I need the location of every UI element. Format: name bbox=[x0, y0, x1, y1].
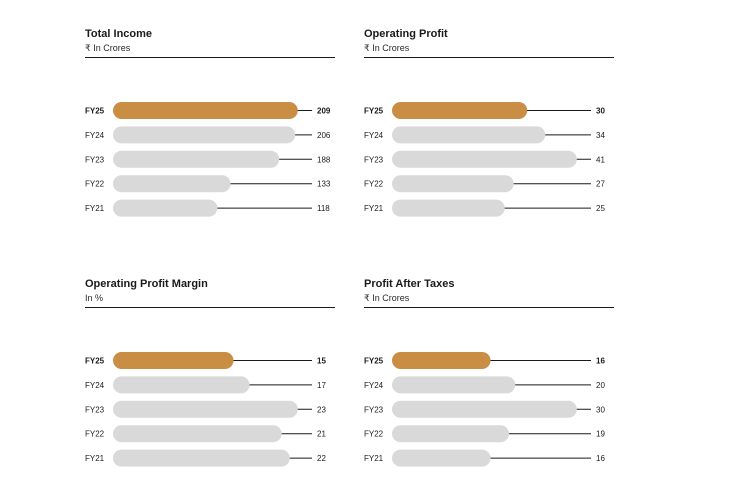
chart-subtitle: ₹ In Crores bbox=[85, 43, 131, 53]
chart-panel-operating-profit: Operating Profit ₹ In Crores FY25 30 FY24 3… bbox=[364, 28, 616, 217]
bar bbox=[392, 175, 514, 193]
data-label: 206 bbox=[317, 131, 331, 140]
bar-chart: FY25 16 FY24 20 FY23 30 FY22 19 FY21 16 bbox=[364, 352, 605, 467]
bar bbox=[113, 150, 280, 168]
chart-title: Profit After Taxes bbox=[364, 278, 455, 290]
chart-subtitle: ₹ In Crores bbox=[364, 293, 410, 303]
data-label: 16 bbox=[596, 357, 605, 366]
bar bbox=[392, 449, 491, 467]
category-label: FY24 bbox=[364, 131, 384, 140]
chart-title: Operating Profit bbox=[364, 28, 448, 40]
bar bbox=[113, 425, 282, 443]
bar bbox=[392, 199, 505, 217]
data-label: 15 bbox=[317, 357, 326, 366]
title-divider bbox=[364, 57, 614, 58]
bar bbox=[392, 425, 510, 443]
chart-panel-operating-profit-margin: Operating Profit Margin In % FY25 15 FY24 1… bbox=[85, 278, 337, 467]
data-label: 209 bbox=[317, 107, 331, 116]
data-label: 16 bbox=[596, 454, 605, 463]
title-divider bbox=[364, 307, 614, 308]
category-label: FY23 bbox=[85, 155, 105, 164]
category-label: FY24 bbox=[364, 381, 384, 390]
bar bbox=[392, 150, 577, 168]
bar-chart: FY25 209 FY24 206 FY23 188 FY22 133 FY21 118 bbox=[85, 102, 331, 217]
data-label: 19 bbox=[596, 430, 605, 439]
category-label: FY24 bbox=[85, 381, 105, 390]
category-label: FY25 bbox=[85, 107, 105, 116]
data-label: 17 bbox=[317, 381, 326, 390]
category-label: FY25 bbox=[364, 357, 384, 366]
data-label: 118 bbox=[317, 204, 330, 213]
data-label: 25 bbox=[596, 204, 605, 213]
category-label: FY25 bbox=[85, 357, 105, 366]
data-label: 22 bbox=[317, 454, 326, 463]
category-label: FY23 bbox=[85, 405, 105, 414]
category-label: FY22 bbox=[85, 180, 105, 189]
bar bbox=[113, 126, 296, 144]
chart-panel-profit-after-taxes: Profit After Taxes ₹ In Crores FY25 16 FY2… bbox=[364, 278, 616, 467]
category-label: FY22 bbox=[364, 180, 384, 189]
bar bbox=[392, 352, 491, 369]
chart-title: Total Income bbox=[85, 28, 153, 40]
bar bbox=[392, 126, 546, 144]
data-label: 27 bbox=[596, 180, 605, 189]
data-label: 30 bbox=[596, 405, 605, 414]
category-label: FY23 bbox=[364, 155, 384, 164]
data-label: 30 bbox=[596, 107, 605, 116]
title-divider bbox=[85, 307, 335, 308]
data-label: 188 bbox=[317, 155, 331, 164]
bar bbox=[392, 376, 516, 394]
bar bbox=[113, 199, 218, 217]
bar bbox=[113, 449, 290, 467]
category-label: FY25 bbox=[364, 107, 384, 116]
bar bbox=[392, 400, 577, 418]
data-label: 21 bbox=[317, 430, 326, 439]
category-label: FY21 bbox=[85, 204, 105, 213]
data-label: 23 bbox=[317, 405, 326, 414]
category-label: FY21 bbox=[364, 204, 384, 213]
category-label: FY22 bbox=[364, 430, 384, 439]
category-label: FY22 bbox=[85, 430, 105, 439]
category-label: FY21 bbox=[364, 454, 384, 463]
category-label: FY24 bbox=[85, 131, 105, 140]
bar-chart: FY25 30 FY24 34 FY23 41 FY22 27 FY21 25 bbox=[364, 102, 605, 217]
bar bbox=[113, 400, 298, 418]
chart-subtitle: ₹ In Crores bbox=[364, 43, 410, 53]
data-label: 133 bbox=[317, 180, 331, 189]
bar bbox=[113, 376, 250, 394]
bar bbox=[392, 102, 528, 119]
chart-title: Operating Profit Margin bbox=[85, 278, 208, 290]
bar bbox=[113, 102, 298, 119]
data-label: 20 bbox=[596, 381, 605, 390]
data-label: 41 bbox=[596, 155, 605, 164]
chart-subtitle: In % bbox=[85, 293, 104, 303]
data-label: 34 bbox=[596, 131, 605, 140]
bar bbox=[113, 175, 231, 193]
bar-chart: FY25 15 FY24 17 FY23 23 FY22 21 FY21 22 bbox=[85, 352, 326, 467]
title-divider bbox=[85, 57, 335, 58]
chart-panel-total-income: Total Income ₹ In Crores FY25 209 FY24 206 F… bbox=[85, 28, 337, 217]
category-label: FY23 bbox=[364, 405, 384, 414]
bar bbox=[113, 352, 234, 369]
category-label: FY21 bbox=[85, 454, 105, 463]
